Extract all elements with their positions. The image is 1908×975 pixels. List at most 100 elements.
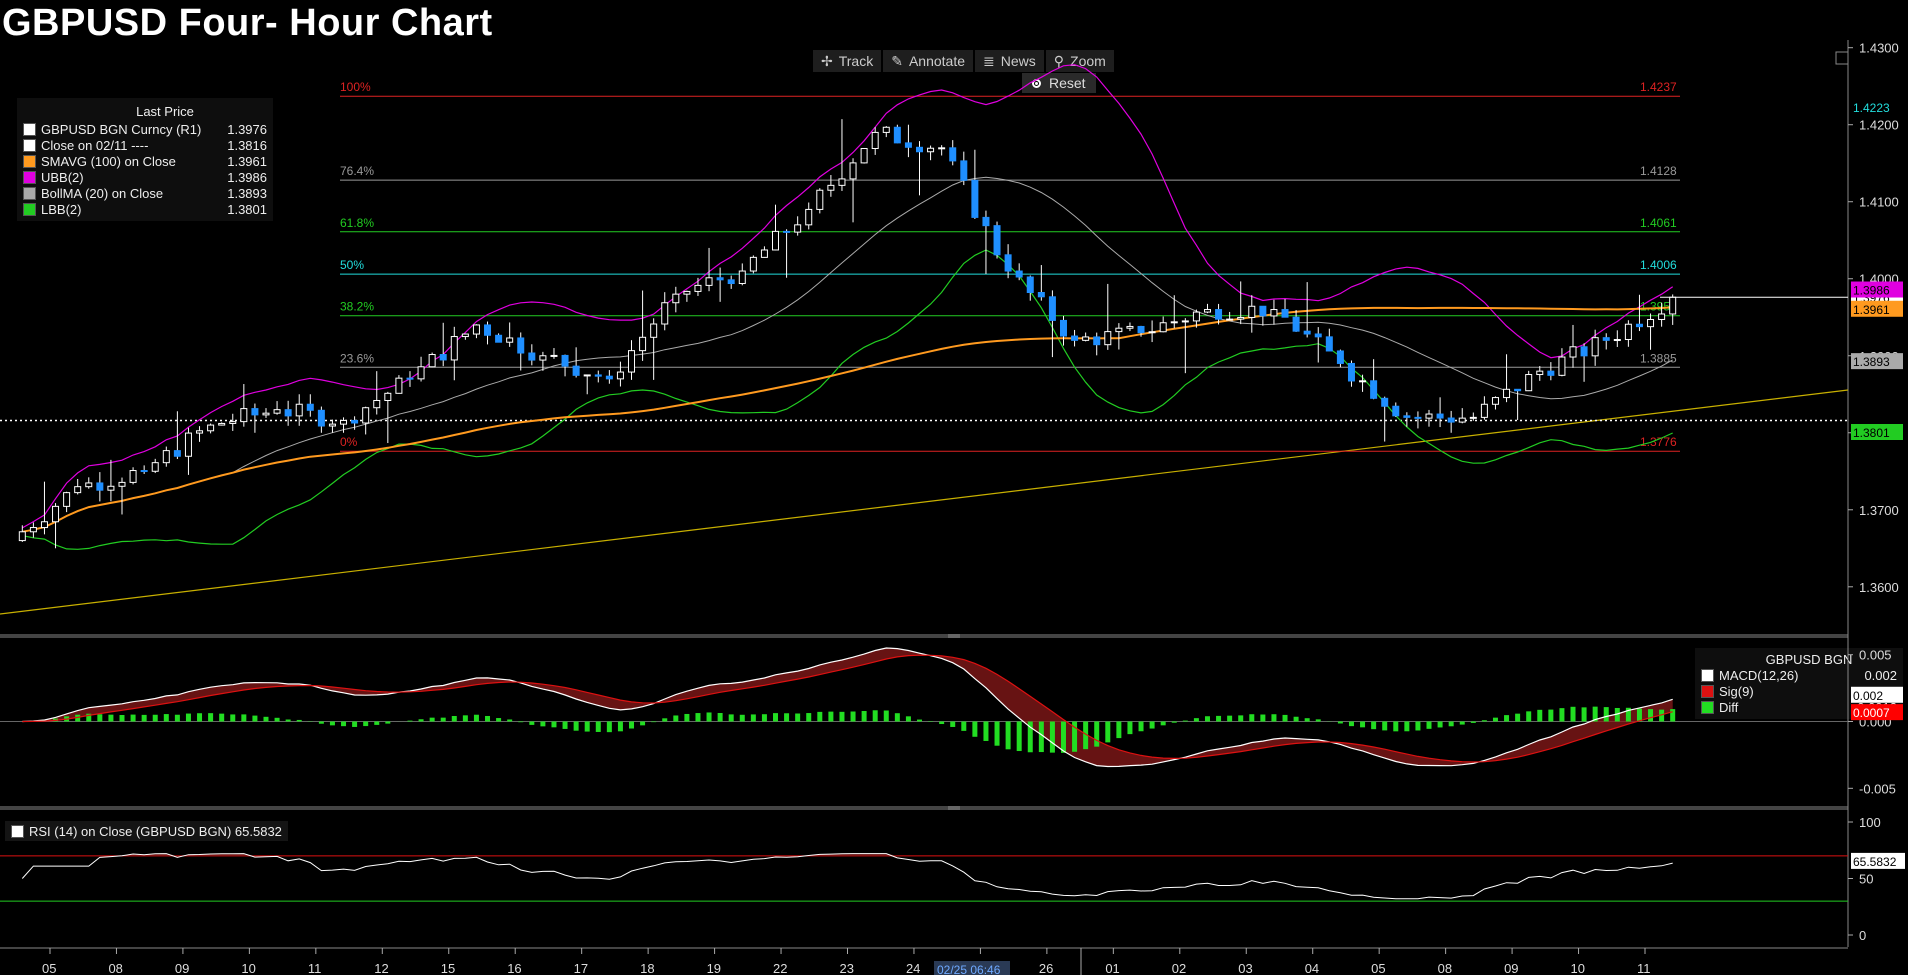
- candle: [107, 485, 115, 491]
- macd-legend-value: 0.002: [1864, 667, 1897, 683]
- macd-diff-bar: [75, 714, 81, 722]
- candle: [140, 470, 148, 473]
- fib-level-price: 1.3776: [1640, 435, 1677, 449]
- candle: [1469, 416, 1477, 419]
- candle: [1436, 413, 1444, 419]
- candle: [1569, 346, 1577, 358]
- macd-diff-bar: [208, 713, 214, 722]
- candle: [218, 422, 226, 426]
- candle: [960, 160, 968, 181]
- track-button[interactable]: ✢ Track: [813, 50, 882, 72]
- price-tag-label: 1.4223: [1853, 101, 1890, 115]
- macd-diff-bar: [1249, 714, 1255, 722]
- candle: [484, 324, 492, 336]
- macd-diff-bar: [1404, 721, 1410, 732]
- price-legend: Last Price GBPUSD BGN Curncy (R1) 1.3976 C…: [17, 98, 273, 221]
- candle: [783, 230, 791, 233]
- macd-diff-bar: [806, 713, 812, 722]
- candle: [129, 470, 137, 483]
- macd-diff-bar: [1459, 721, 1465, 725]
- macd-diff-bar: [274, 717, 280, 722]
- resize-grip: [948, 806, 960, 810]
- candle: [1292, 316, 1300, 332]
- macd-diff-bar: [1437, 721, 1443, 728]
- price-legend-label: SMAVG (100) on Close: [41, 153, 176, 169]
- time-tick-label: 23: [840, 961, 854, 975]
- price-legend-value: 1.3976: [227, 121, 267, 137]
- candle: [971, 179, 979, 218]
- macd-diff-bar: [695, 713, 701, 722]
- candle: [1259, 305, 1267, 317]
- annotate-button[interactable]: ✎ Annotate: [883, 50, 974, 72]
- fib-level-price: 1.4237: [1640, 80, 1677, 94]
- macd-diff-bar: [1182, 720, 1188, 722]
- candle: [694, 284, 702, 292]
- candle: [52, 505, 60, 523]
- candle: [893, 126, 901, 144]
- zoom-label: Zoom: [1070, 53, 1106, 69]
- candle: [251, 408, 259, 416]
- candle: [639, 336, 647, 352]
- macd-diff-bar: [374, 721, 380, 725]
- macd-diff-bar: [861, 710, 867, 722]
- macd-diff-bar: [97, 714, 103, 722]
- macd-diff-bar: [219, 713, 225, 722]
- price-tag: [1851, 99, 1903, 116]
- price-tag: [1851, 423, 1903, 440]
- macd-legend-label: MACD(12,26): [1719, 667, 1799, 683]
- macd-diff-bar: [518, 721, 524, 723]
- candle: [1480, 403, 1488, 418]
- macd-diff-bar: [1016, 721, 1022, 752]
- macd-diff-bar: [1094, 721, 1100, 747]
- candle: [816, 189, 824, 210]
- time-tick-label: 12: [374, 961, 388, 975]
- macd-diff-bar: [1448, 721, 1454, 727]
- price-legend-row: SMAVG (100) on Close 1.3961: [23, 153, 267, 169]
- macd-diff-bar: [950, 721, 956, 727]
- candle: [506, 337, 514, 343]
- candle: [273, 409, 281, 414]
- cursor-time-box: [934, 961, 1010, 975]
- macd-diff-bar: [185, 713, 191, 722]
- fib-level-pct: 50%: [340, 258, 364, 272]
- news-button[interactable]: ≣ News: [975, 50, 1044, 72]
- macd-diff-bar: [1614, 707, 1620, 722]
- candle: [18, 531, 26, 542]
- magnifier-icon: ⚲: [1053, 52, 1065, 69]
- time-tick-label: 01: [1105, 961, 1119, 975]
- macd-diff-bar: [994, 721, 1000, 746]
- candle: [915, 146, 923, 153]
- macd-line: [22, 647, 1673, 768]
- time-tick-label: 05: [42, 961, 56, 975]
- candle: [1104, 331, 1112, 346]
- candle: [727, 279, 735, 285]
- macd-diff-bar: [1492, 717, 1498, 722]
- time-tick-label: 19: [707, 961, 721, 975]
- price-legend-label: GBPUSD BGN Curncy (R1): [41, 121, 202, 137]
- price-legend-label: BollMA (20) on Close: [41, 185, 164, 201]
- price-legend-swatch: [23, 186, 36, 200]
- macd-diff-bar: [1337, 721, 1343, 724]
- candle: [1314, 333, 1322, 338]
- candle: [1093, 336, 1101, 346]
- candle: [1071, 335, 1079, 341]
- candle: [1037, 291, 1045, 298]
- macd-diff-bar: [872, 710, 878, 722]
- candle: [340, 419, 348, 425]
- macd-diff-bar: [839, 711, 845, 722]
- macd-diff-bar: [1570, 706, 1576, 722]
- macd-diff-bar: [1116, 721, 1122, 739]
- macd-diff-bar: [939, 721, 945, 725]
- candle: [838, 178, 846, 186]
- candle: [849, 162, 857, 180]
- candle: [74, 486, 82, 494]
- macd-diff-bar: [285, 719, 291, 722]
- fib-level-price: 1.3952: [1640, 300, 1677, 314]
- time-tick-label: 02: [1172, 961, 1186, 975]
- macd-diff-bar: [1227, 715, 1233, 722]
- macd-diff-bar: [1171, 721, 1177, 723]
- candle: [1148, 331, 1156, 334]
- macd-diff-bar: [385, 721, 391, 724]
- macd-tick-label: 0.005: [1859, 648, 1892, 663]
